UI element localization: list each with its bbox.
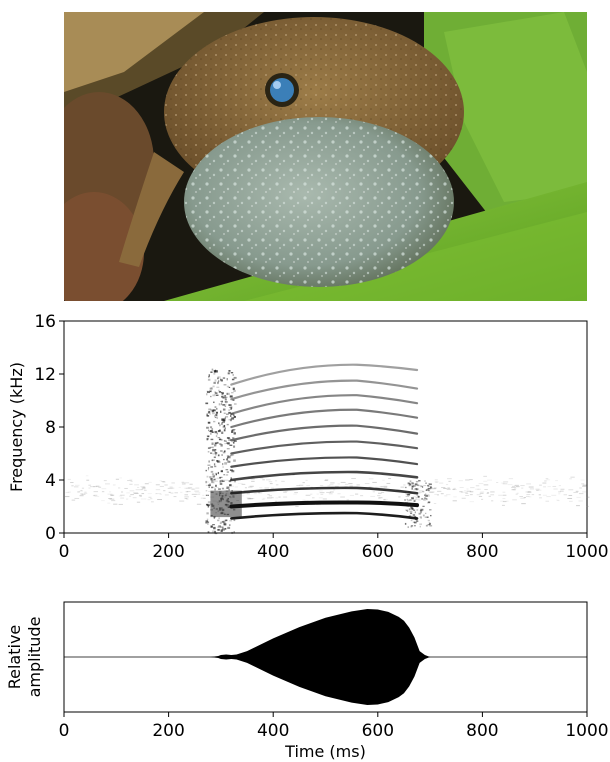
frog-foot bbox=[64, 192, 144, 301]
wave-x-tick-label: 400 bbox=[257, 721, 289, 741]
spec-x-tick-label: 200 bbox=[152, 542, 184, 562]
harmonic-1 bbox=[230, 511, 419, 520]
spec-x-tick-label: 600 bbox=[362, 542, 394, 562]
harmonic-11 bbox=[230, 363, 419, 386]
frog-photo-drawing bbox=[64, 12, 587, 301]
wave-x-tick-label: 600 bbox=[362, 721, 394, 741]
waveform-x-axis-label: Time (ms) bbox=[284, 742, 366, 761]
harmonic-4 bbox=[230, 470, 419, 482]
spec-y-tick-label: 8 bbox=[45, 418, 56, 438]
harmonic-8 bbox=[230, 408, 419, 429]
spec-y-tick-label: 16 bbox=[34, 312, 56, 332]
harmonic-10 bbox=[230, 379, 419, 401]
spectrogram-y-axis-label: Frequency (kHz) bbox=[7, 362, 26, 492]
spec-x-tick-label: 400 bbox=[257, 542, 289, 562]
wave-x-tick-label: 1000 bbox=[565, 721, 608, 741]
spectrogram-panel: 0 200 400 600 800 1000 0 4 8 12 16 Frequency (kHz) bbox=[7, 312, 609, 562]
frog-photo bbox=[64, 12, 587, 301]
waveform-envelope bbox=[64, 608, 587, 706]
spec-y-tick-label: 0 bbox=[45, 524, 56, 544]
harmonic-9 bbox=[230, 394, 419, 415]
background-noise bbox=[64, 474, 590, 508]
spec-y-tick-label: 4 bbox=[45, 471, 56, 491]
waveform-y-axis-label: Relativeamplitude bbox=[5, 617, 44, 698]
waveform-marks bbox=[64, 608, 587, 706]
wave-x-tick-label: 0 bbox=[59, 721, 70, 741]
spec-x-tick-label: 1000 bbox=[565, 542, 608, 562]
harmonic-6 bbox=[230, 440, 419, 455]
spec-x-tick-label: 0 bbox=[59, 542, 70, 562]
spectrogram-axes: 0 200 400 600 800 1000 0 4 8 12 16 bbox=[34, 312, 608, 562]
harmonic-3 bbox=[230, 486, 419, 495]
harmonic-5 bbox=[230, 456, 419, 468]
wave-x-tick-label: 800 bbox=[466, 721, 498, 741]
harmonic-7 bbox=[230, 424, 419, 442]
harmonic-2 bbox=[229, 500, 420, 509]
waveform-axes: 0 200 400 600 800 1000 bbox=[59, 712, 609, 741]
wave-x-tick-label: 200 bbox=[152, 721, 184, 741]
spec-y-tick-label: 12 bbox=[34, 365, 56, 385]
onset-low-energy bbox=[210, 490, 242, 518]
spectrogram-marks bbox=[64, 363, 590, 535]
spec-x-tick-label: 800 bbox=[466, 542, 498, 562]
waveform-panel: 0 200 400 600 800 1000 Relativeamplitude Time… bbox=[5, 601, 609, 761]
frog-arm bbox=[119, 152, 184, 267]
